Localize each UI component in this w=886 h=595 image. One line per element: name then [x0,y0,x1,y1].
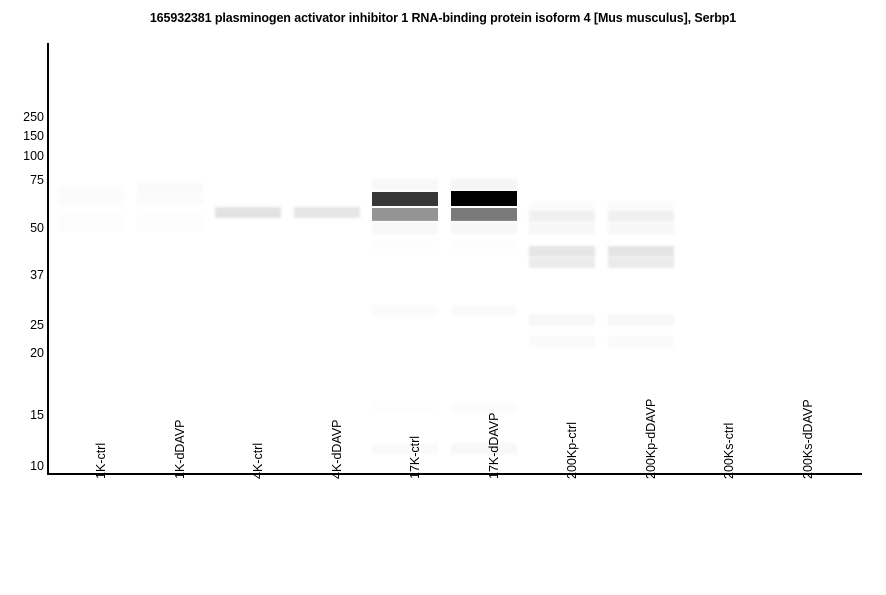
gel-lane [372,44,438,473]
gel-band [136,182,203,194]
gel-band [58,195,124,207]
gel-band [58,211,124,223]
gel-band [450,442,517,454]
gel-band [529,245,595,258]
x-axis-tick-label: 200Kp-ctrl [565,422,579,479]
gel-lane [293,44,360,473]
gel-band [450,305,517,317]
y-axis-line [47,43,49,474]
x-axis-tick-label: 4K-ctrl [251,442,265,479]
y-axis-tick-15: 15 [30,408,44,422]
gel-band [136,220,203,232]
gel-band [450,208,517,222]
x-axis-tick-label: 200Ks-dDAVP [800,399,815,479]
x-axis-tick-label: 1K-dDAVP [172,419,187,479]
gel-band [372,191,438,206]
x-axis-tick-label: 200Ks-ctrl [722,422,736,479]
y-axis-tick-10: 10 [30,459,44,473]
gel-lane [58,44,124,473]
gel-band [372,179,438,191]
x-axis-tick-label: 200Kp-dDAVP [643,398,658,479]
gel-band [607,257,674,269]
gel-band [529,335,595,347]
y-axis-tick-100: 100 [23,149,44,163]
x-axis-tick-label: 17K-dDAVP [486,412,501,479]
gel-band [450,222,517,234]
gel-band [58,186,124,198]
gel-lane [450,44,517,473]
gel-plot-area [49,44,862,473]
gel-band [372,208,438,221]
gel-lane [607,44,674,473]
gel-lane [529,44,595,473]
y-axis-tick-250: 250 [23,110,44,124]
gel-band [450,402,517,414]
x-axis-line [47,473,862,475]
gel-band [529,257,595,269]
gel-band [372,402,438,414]
gel-band [529,314,595,326]
gel-band [293,206,360,219]
y-axis-tick-150: 150 [23,129,44,143]
gel-band [450,191,517,207]
x-axis-tick-label: 17K-ctrl [408,435,422,479]
gel-band [529,211,595,223]
gel-band [607,335,674,347]
gel-band [607,200,674,212]
gel-lane [136,44,203,473]
gel-band [607,245,674,258]
gel-band [529,200,595,212]
y-axis-tick-25: 25 [30,318,44,332]
gel-lane [215,44,281,473]
gel-band [607,211,674,223]
gel-band [372,222,438,234]
y-axis-tick-75: 75 [30,173,44,187]
gel-band [607,314,674,326]
gel-band [372,305,438,317]
gel-band [450,238,517,250]
gel-band [215,206,281,219]
x-axis-tick-label: 1K-ctrl [94,442,108,479]
gel-band [136,193,203,205]
y-axis-tick-labels: 250 150 100 75 50 37 25 20 15 10 [0,0,44,595]
gel-band [450,179,517,191]
y-axis-tick-20: 20 [30,346,44,360]
gel-band [607,222,674,234]
y-axis-tick-50: 50 [30,221,44,235]
gel-band [136,211,203,223]
gel-band [529,222,595,234]
gel-band [372,442,438,454]
gel-band [58,220,124,232]
x-axis-tick-label: 4K-dDAVP [329,419,344,479]
y-axis-tick-37: 37 [30,268,44,282]
gel-band [372,238,438,250]
figure-title: 165932381 plasminogen activator inhibito… [149,11,737,25]
